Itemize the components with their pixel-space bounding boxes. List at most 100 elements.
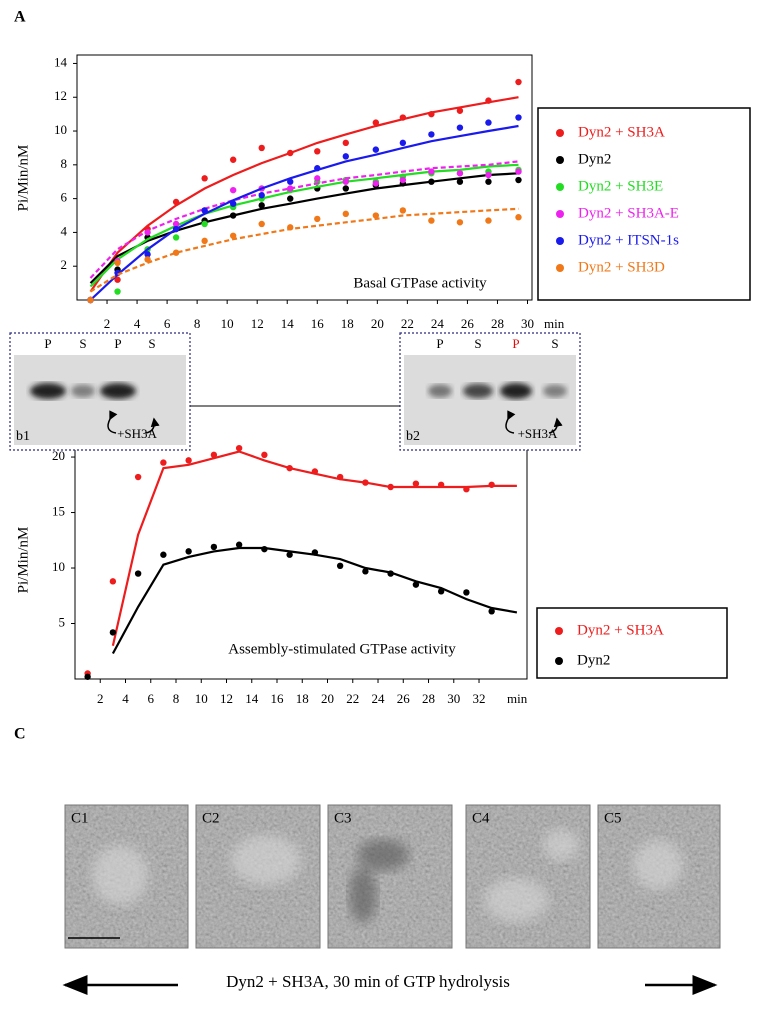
data-point <box>399 114 407 121</box>
gel-band <box>543 384 567 398</box>
data-point <box>342 178 349 185</box>
data-point <box>229 232 237 239</box>
data-point <box>229 212 237 219</box>
annotation: Assembly-stimulated GTPase activity <box>228 641 456 657</box>
micrograph-frame <box>327 804 453 949</box>
data-point <box>412 581 420 588</box>
data-point <box>210 543 218 551</box>
y-tick-label: 14 <box>54 54 68 69</box>
y-axis-label: Pi/Min/nM <box>15 145 31 212</box>
data-point <box>172 249 180 256</box>
data-point <box>372 212 380 219</box>
data-point <box>456 219 464 226</box>
data-point <box>172 225 180 233</box>
fit-line <box>89 124 519 301</box>
data-point <box>287 149 294 157</box>
legend-label: Dyn2 + SH3A-E <box>578 205 679 221</box>
micrograph-label: C5 <box>604 810 622 826</box>
data-point <box>160 459 167 466</box>
bracket-arrow <box>107 410 118 434</box>
x-tick-label: 26 <box>397 691 411 706</box>
micrograph: C2 <box>195 804 321 949</box>
lane-label: S <box>148 336 155 351</box>
data-point <box>456 170 464 177</box>
data-point <box>515 168 522 175</box>
data-point <box>87 296 94 304</box>
x-axis-unit: min <box>507 691 528 706</box>
data-point <box>372 180 380 187</box>
data-point <box>235 541 243 548</box>
annotation: Basal GTPase activity <box>353 275 487 291</box>
x-tick-label: 32 <box>473 691 486 706</box>
data-point <box>437 481 445 488</box>
legend-marker <box>556 156 564 164</box>
legend-marker <box>555 657 563 665</box>
x-tick-label: 16 <box>271 691 285 706</box>
y-tick-label: 12 <box>54 88 67 103</box>
data-point <box>342 210 349 218</box>
legend-box <box>536 607 728 679</box>
data-point <box>428 131 435 138</box>
caption: Dyn2 + SH3A, 30 min of GTP hydrolysis <box>226 972 510 991</box>
micrograph-frame <box>195 804 321 949</box>
lane-label: P <box>114 336 121 351</box>
micrograph-label: C4 <box>472 810 490 826</box>
data-point <box>160 551 167 558</box>
micrograph: C4 <box>465 804 591 949</box>
data-point <box>114 276 121 283</box>
lane-label: S <box>551 336 558 351</box>
gel-band <box>463 383 493 399</box>
data-point <box>463 589 470 596</box>
data-point <box>229 200 237 207</box>
data-point <box>314 148 321 155</box>
x-tick-label: 4 <box>122 691 129 706</box>
data-point <box>286 551 293 558</box>
legend-label: Dyn2 + SH3E <box>578 178 663 194</box>
x-tick-label: 2 <box>104 316 111 331</box>
fit-line <box>111 450 517 646</box>
data-point <box>258 202 265 209</box>
bracket-arrow <box>548 417 563 434</box>
particle <box>357 839 409 871</box>
fit-line <box>89 163 519 288</box>
legend-label: Dyn2 <box>577 652 610 668</box>
treatment-label: +SH3A <box>518 426 558 441</box>
data-point <box>201 237 208 245</box>
data-point <box>372 119 380 126</box>
x-tick-label: 8 <box>194 316 201 331</box>
data-point <box>485 97 492 104</box>
x-tick-label: 30 <box>521 316 534 331</box>
particle <box>543 829 579 861</box>
x-tick-label: 30 <box>447 691 460 706</box>
data-point <box>84 673 91 680</box>
x-tick-label: 18 <box>296 691 309 706</box>
x-tick-label: 26 <box>461 316 475 331</box>
gel-image <box>14 355 186 445</box>
data-point <box>201 175 208 182</box>
data-point <box>314 175 321 182</box>
x-tick-label: 20 <box>321 691 334 706</box>
data-point <box>134 473 142 481</box>
y-axis-label: Pi/Min/nM <box>15 527 31 594</box>
particle <box>231 835 301 885</box>
micrograph-noise <box>466 805 590 948</box>
data-point <box>201 220 208 228</box>
fit-line <box>89 207 519 293</box>
data-point <box>144 251 151 258</box>
data-point <box>336 562 344 570</box>
particle <box>633 840 683 890</box>
particle <box>349 867 377 923</box>
gel-image <box>404 355 576 445</box>
x-tick-label: 22 <box>346 691 359 706</box>
data-point <box>485 119 492 126</box>
y-tick-label: 10 <box>52 559 65 574</box>
bracket-arrow <box>505 410 516 434</box>
x-tick-label: 18 <box>341 316 354 331</box>
data-point <box>261 545 268 553</box>
y-tick-label: 5 <box>59 614 66 629</box>
x-tick-label: 28 <box>422 691 435 706</box>
legend-label: Dyn2 <box>578 151 611 167</box>
data-point <box>258 192 265 199</box>
data-point <box>114 259 121 267</box>
y-tick-label: 2 <box>61 257 68 272</box>
